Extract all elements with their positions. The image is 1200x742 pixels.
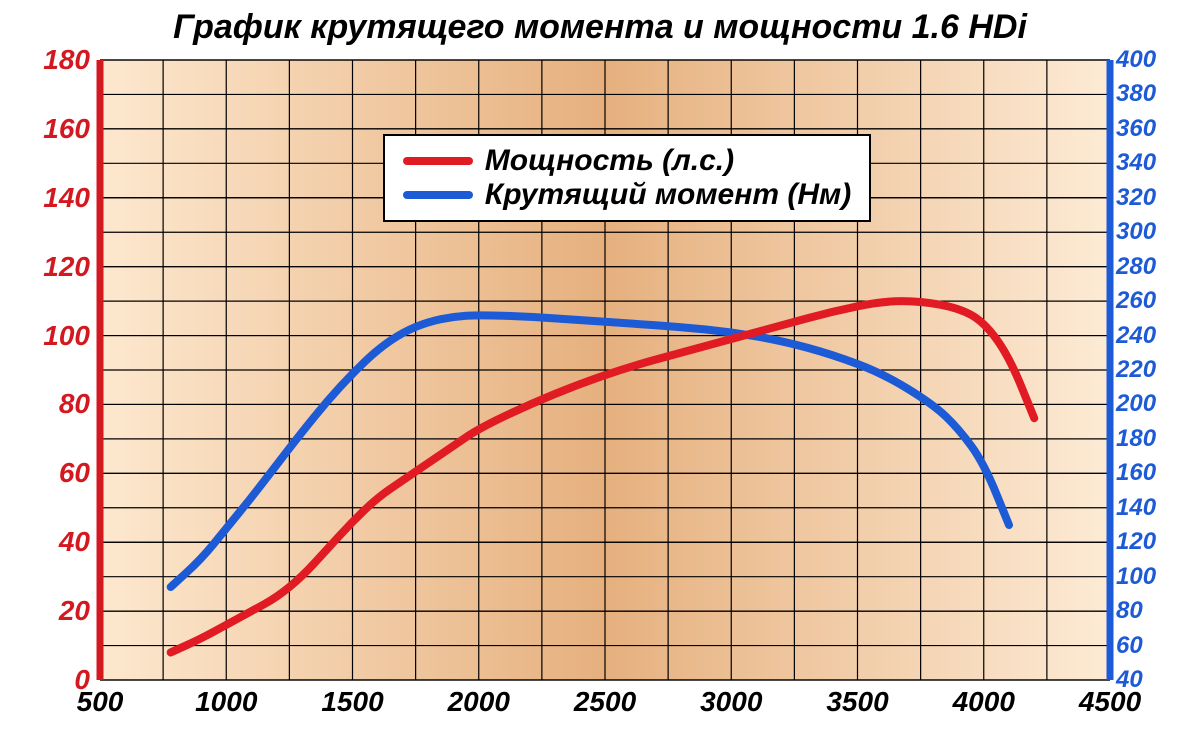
y-left-tick: 60 (59, 457, 90, 489)
x-tick: 4000 (953, 686, 1015, 718)
x-tick: 2500 (574, 686, 636, 718)
legend-item: Крутящий момент (Нм) (403, 178, 851, 212)
y-right-tick: 260 (1116, 287, 1156, 315)
y-right-tick: 140 (1116, 494, 1156, 522)
x-tick: 500 (77, 686, 124, 718)
y-left-tick: 100 (43, 320, 90, 352)
y-right-tick: 300 (1116, 218, 1156, 246)
x-tick: 1000 (195, 686, 257, 718)
y-right-tick: 360 (1116, 115, 1156, 143)
legend-swatch (403, 157, 473, 165)
chart-container: График крутящего момента и мощности 1.6 … (0, 0, 1200, 742)
legend-item: Мощность (л.с.) (403, 144, 851, 178)
x-tick: 1500 (321, 686, 383, 718)
y-left-tick: 20 (59, 595, 90, 627)
y-right-tick: 120 (1116, 528, 1156, 556)
x-tick: 4500 (1079, 686, 1141, 718)
legend: Мощность (л.с.)Крутящий момент (Нм) (383, 134, 871, 222)
y-right-tick: 380 (1116, 80, 1156, 108)
y-right-tick: 100 (1116, 563, 1156, 591)
y-left-tick: 140 (43, 182, 90, 214)
plot-area: Мощность (л.с.)Крутящий момент (Нм) 0204… (100, 60, 1110, 680)
y-right-tick: 80 (1116, 597, 1143, 625)
x-tick: 3000 (700, 686, 762, 718)
x-tick: 2000 (448, 686, 510, 718)
y-left-tick: 40 (59, 526, 90, 558)
y-left-tick: 180 (43, 44, 90, 76)
y-right-tick: 240 (1116, 322, 1156, 350)
y-right-tick: 200 (1116, 390, 1156, 418)
legend-label: Мощность (л.с.) (485, 144, 734, 178)
y-right-tick: 320 (1116, 184, 1156, 212)
y-left-tick: 80 (59, 388, 90, 420)
y-right-tick: 60 (1116, 632, 1143, 660)
y-right-tick: 340 (1116, 149, 1156, 177)
y-right-tick: 160 (1116, 459, 1156, 487)
chart-title: График крутящего момента и мощности 1.6 … (0, 8, 1200, 47)
y-left-tick: 120 (43, 251, 90, 283)
y-left-tick: 160 (43, 113, 90, 145)
y-right-tick: 280 (1116, 253, 1156, 281)
x-tick: 3500 (826, 686, 888, 718)
legend-swatch (403, 191, 473, 199)
legend-label: Крутящий момент (Нм) (485, 178, 851, 212)
y-right-tick: 180 (1116, 425, 1156, 453)
y-right-tick: 220 (1116, 356, 1156, 384)
y-right-tick: 400 (1116, 46, 1156, 74)
